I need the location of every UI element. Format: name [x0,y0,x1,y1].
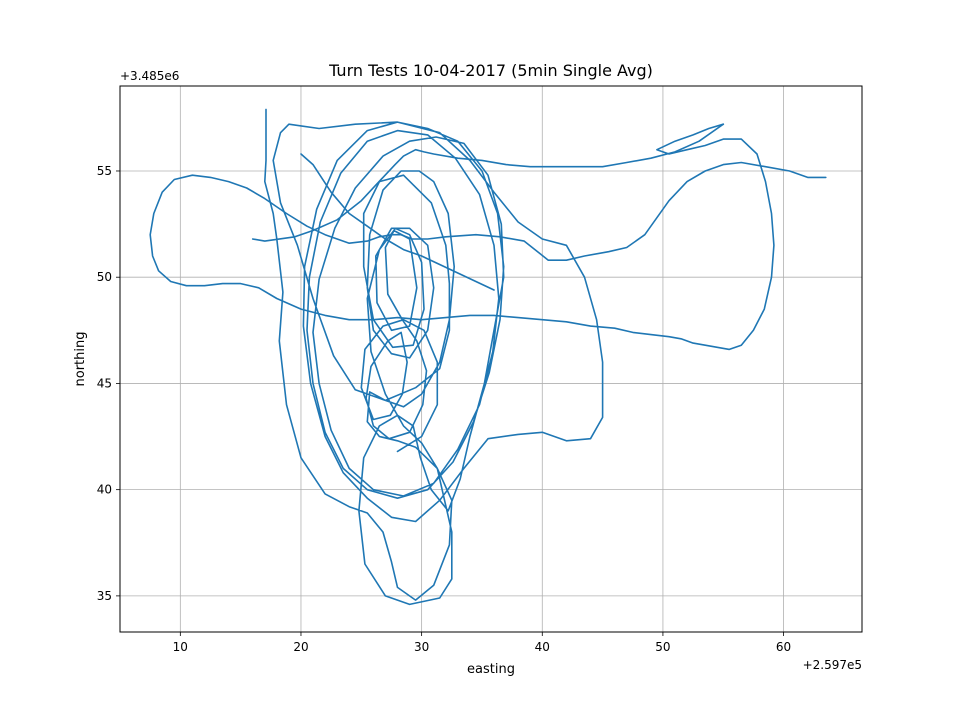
chart-title: Turn Tests 10-04-2017 (5min Single Avg) [328,61,653,80]
track-line-2 [149,123,827,351]
y-axis-label: northing [73,332,88,387]
x-tick-label: 10 [173,640,188,654]
x-tick-label: 30 [414,640,429,654]
x-tick-label: 50 [655,640,670,654]
series-layer [149,108,827,606]
x-axis-offset-label: +2.597e5 [803,658,862,672]
track-line-1 [264,108,604,606]
x-tick-label: 60 [776,640,791,654]
grid [120,86,862,632]
track-line-3 [251,123,725,242]
y-tick-label: 40 [97,483,112,497]
x-tick-label: 40 [535,640,550,654]
y-tick-label: 50 [97,270,112,284]
y-tick-label: 55 [97,164,112,178]
ticks: 10 20 30 40 50 60 35 40 45 50 55 [97,164,791,654]
y-tick-label: 45 [97,376,112,390]
x-tick-label: 20 [293,640,308,654]
x-axis-label: easting [467,662,515,677]
y-tick-label: 35 [97,589,112,603]
axes-frame [119,85,863,633]
y-axis-offset-label: +3.485e6 [120,69,179,83]
track-line-4 [300,153,495,291]
